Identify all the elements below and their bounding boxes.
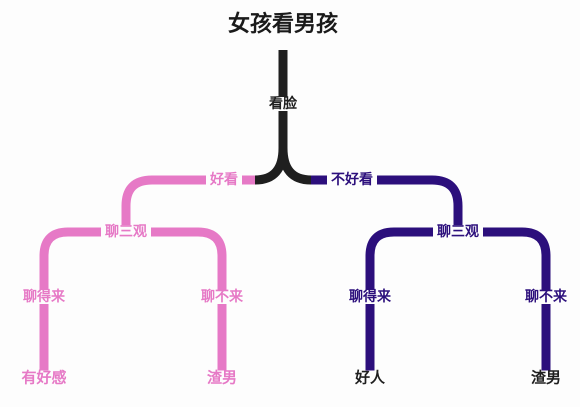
pink-sub-branch-line — [39, 227, 227, 382]
diagram-title: 女孩看男孩 — [227, 12, 339, 37]
right-branch-label: 不好看 — [327, 173, 377, 187]
right-option-2: 聊不来 — [521, 290, 571, 304]
right-option-1: 聊得来 — [345, 290, 395, 304]
root-step-label: 看脸 — [265, 97, 301, 111]
right-step-label: 聊三观 — [433, 225, 483, 239]
left-result-1: 有好感 — [17, 370, 71, 386]
left-branch-label: 好看 — [206, 173, 242, 187]
purple-sub-branch-line — [365, 227, 551, 382]
left-option-2: 聊不来 — [197, 290, 247, 304]
left-result-2: 渣男 — [202, 370, 242, 386]
trunk-line — [254, 50, 312, 185]
left-step-label: 聊三观 — [101, 225, 151, 239]
right-result-1: 好人 — [350, 370, 390, 386]
right-result-2: 渣男 — [526, 370, 566, 386]
purple-branch-line — [311, 175, 463, 232]
left-option-1: 聊得来 — [19, 290, 69, 304]
pink-branch-line — [121, 175, 255, 232]
